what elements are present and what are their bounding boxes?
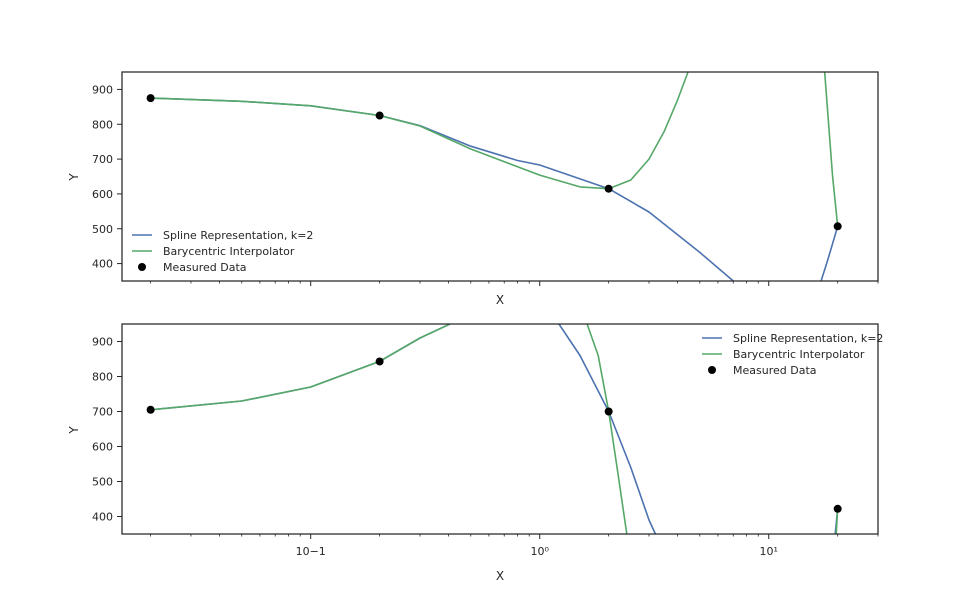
- top-ylabel: Y: [67, 173, 81, 182]
- series-line-barycentric: [150, 324, 628, 534]
- bottom-plot: 400 500 600 700 800 900 10−1 10⁰ 10¹ X Y Spline…: [67, 323, 883, 583]
- series-line-spline: [150, 97, 839, 281]
- bottom-xlabel: X: [496, 569, 504, 583]
- ytick-label: 500: [92, 476, 113, 489]
- measured-point: [833, 222, 842, 231]
- ytick-label: 700: [92, 153, 113, 166]
- top-xlabel: X: [496, 293, 504, 307]
- measured-point: [375, 111, 384, 120]
- ytick-label: 800: [92, 118, 113, 131]
- series-line-barycentric: [150, 72, 839, 227]
- bottom-plot-frame: [121, 323, 879, 535]
- ytick-label: 600: [92, 441, 113, 454]
- ytick-label: 900: [92, 83, 113, 96]
- measured-point: [146, 94, 155, 103]
- ytick-label: 400: [92, 511, 113, 524]
- top-legend: Spline Representation, k=2 Barycentric In…: [132, 229, 313, 274]
- xtick-label: 10¹: [760, 545, 778, 558]
- legend-label: Barycentric Interpolator: [163, 245, 295, 258]
- series-line-barycentric-tail: [835, 508, 839, 534]
- top-plot: 400 500 600 700 800 900 X Y Spline Representa…: [67, 71, 879, 307]
- ytick-label: 400: [92, 258, 113, 271]
- legend-label: Barycentric Interpolator: [733, 348, 865, 361]
- xtick-label: 10⁰: [530, 545, 549, 558]
- series-line-spline: [150, 324, 657, 534]
- measured-point: [604, 184, 613, 193]
- bottom-legend: Spline Representation, k=2 Barycentric In…: [702, 332, 883, 377]
- measured-point: [604, 407, 613, 416]
- legend-swatch-marker: [708, 366, 716, 374]
- top-plot-frame: [121, 71, 879, 282]
- measured-point: [375, 357, 384, 366]
- legend-label: Spline Representation, k=2: [733, 332, 883, 345]
- ytick-label: 500: [92, 223, 113, 236]
- xtick-label: 10−1: [296, 545, 326, 558]
- legend-label: Measured Data: [163, 261, 247, 274]
- legend-label: Measured Data: [733, 364, 817, 377]
- ytick-label: 700: [92, 406, 113, 419]
- legend-swatch-marker: [138, 263, 146, 271]
- ytick-label: 600: [92, 188, 113, 201]
- measured-point: [833, 504, 842, 513]
- ytick-label: 900: [92, 336, 113, 349]
- measured-point: [146, 405, 155, 414]
- bottom-ylabel: Y: [67, 426, 81, 435]
- legend-label: Spline Representation, k=2: [163, 229, 313, 242]
- ytick-label: 800: [92, 371, 113, 384]
